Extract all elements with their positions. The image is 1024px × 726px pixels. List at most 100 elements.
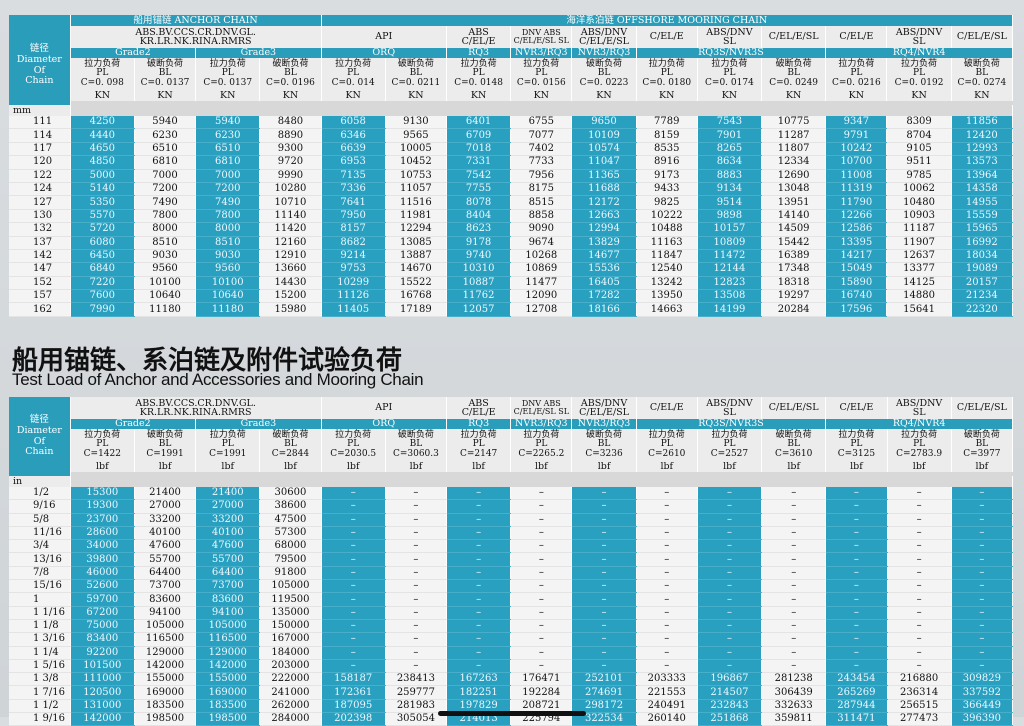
- load-cell: 15980: [259, 302, 322, 317]
- load-cell: –: [385, 632, 448, 647]
- unit-label: KN: [446, 90, 512, 101]
- grade-label: NVR3/RQ3: [571, 48, 637, 58]
- table-row: 130 5570 7800 7800 11140 7950 11981 8404 8858 126…: [9, 209, 1014, 224]
- grade-label: RQ3: [446, 48, 512, 58]
- section-title-chinese: 船用锚链、系泊链及附件试验负荷: [12, 346, 403, 376]
- load-type-label: 破断负荷 BL C=0. 0211: [385, 58, 447, 90]
- load-cell: –: [951, 539, 1014, 554]
- grade-label: Grade3: [195, 419, 322, 429]
- diameter-of-chain-label: 链径 Diameter Of Chain: [9, 26, 71, 105]
- load-cell: 38600: [259, 499, 322, 514]
- load-cell: –: [321, 592, 386, 607]
- load-cell: 11405: [321, 302, 386, 317]
- load-cell: 172361: [321, 685, 386, 700]
- table-row: 111 4250 5940 5940 8480 6058 9130 6401 6755 9650 7…: [9, 116, 1014, 130]
- load-cell: 221553: [636, 685, 698, 700]
- load-cell: 14125: [886, 276, 952, 291]
- load-cell: –: [951, 592, 1014, 607]
- unit-label: lbf: [385, 461, 448, 472]
- load-cell: –: [761, 592, 827, 607]
- load-cell: 10280: [259, 182, 322, 197]
- load-cell: 10480: [886, 195, 952, 210]
- load-cell: 6450: [70, 249, 135, 264]
- load-cell: 7000: [195, 169, 261, 183]
- unit-label: lbf: [446, 461, 512, 472]
- load-cell: 274691: [571, 685, 637, 700]
- diameter-cell: 137: [9, 236, 71, 250]
- load-cell: 142000: [195, 659, 261, 674]
- load-cell: –: [887, 606, 952, 620]
- load-cell: 16992: [951, 236, 1014, 250]
- load-cell: 20284: [761, 302, 827, 317]
- load-type-label: 拉力负荷 PL C=0. 014: [321, 58, 386, 90]
- load-cell: 10903: [886, 209, 952, 224]
- load-cell: 8175: [510, 182, 573, 197]
- load-cell: 12172: [571, 195, 637, 210]
- load-cell: 7733: [510, 155, 573, 170]
- load-cell: –: [321, 487, 386, 501]
- table-row: 7/8 46000 64400 64400 91800– – – – – – – – – – –: [9, 566, 1014, 581]
- load-cell: –: [951, 579, 1014, 594]
- load-cell: 10753: [385, 169, 447, 183]
- table-row: 1 1/8 75000 105000 105000 150000– – – – – – – – – – –: [9, 619, 1014, 634]
- load-type-label: 拉力负荷 PL C=0. 0192: [886, 58, 952, 90]
- load-cell: 9433: [636, 182, 698, 197]
- table-row: 114 4440 6230 6230 8890 6346 9565 6709 7077 10109…: [9, 128, 1014, 143]
- load-cell: –: [697, 539, 763, 554]
- load-cell: 7789: [636, 116, 698, 130]
- load-cell: 73700: [134, 579, 197, 594]
- load-cell: 17348: [761, 262, 827, 277]
- load-cell: –: [761, 619, 827, 634]
- diameter-cell: 1 3/8: [9, 672, 71, 687]
- load-type-label: 拉力负荷 PL C=2147: [446, 429, 512, 461]
- load-cell: 232843: [697, 699, 763, 714]
- load-cell: 8890: [259, 128, 322, 143]
- load-cell: 18034: [951, 249, 1014, 264]
- load-cell: 9134: [697, 182, 763, 197]
- load-cell: –: [761, 539, 827, 554]
- load-cell: –: [385, 487, 448, 501]
- load-cell: 203333: [636, 672, 698, 687]
- load-cell: 15522: [385, 276, 447, 291]
- load-cell: –: [636, 592, 698, 607]
- diameter-cell: 1: [9, 592, 71, 607]
- grade-label: ORQ: [321, 419, 448, 429]
- load-cell: 241000: [259, 685, 322, 700]
- load-type-label: 拉力负荷 PL C=0. 0156: [510, 58, 573, 90]
- load-cell: 4440: [70, 128, 135, 143]
- load-cell: 11516: [385, 195, 447, 210]
- load-cell: 68000: [259, 539, 322, 554]
- load-cell: –: [385, 646, 448, 660]
- load-type-label: 拉力负荷 PL C=0. 098: [70, 58, 135, 90]
- load-cell: –: [385, 566, 448, 581]
- load-cell: –: [510, 566, 573, 581]
- load-cell: 83600: [134, 592, 197, 607]
- load-cell: –: [510, 579, 573, 594]
- load-cell: 129000: [134, 646, 197, 660]
- load-cell: 9791: [825, 128, 888, 143]
- load-cell: 92200: [70, 646, 135, 660]
- load-cell: 13085: [385, 236, 447, 250]
- load-cell: 281983: [385, 699, 448, 714]
- unit-label: lbf: [887, 461, 952, 472]
- load-cell: 14430: [259, 276, 322, 291]
- load-cell: 7641: [321, 195, 386, 210]
- load-cell: –: [321, 606, 386, 620]
- load-cell: –: [571, 632, 637, 647]
- load-cell: –: [825, 632, 888, 647]
- load-cell: 8704: [886, 128, 952, 143]
- load-cell: 11807: [761, 142, 827, 157]
- load-cell: 7018: [446, 142, 512, 157]
- load-cell: 9300: [259, 142, 322, 157]
- diameter-cell: 122: [9, 169, 71, 183]
- load-cell: –: [761, 552, 827, 567]
- load-cell: –: [446, 579, 512, 594]
- load-cell: –: [385, 552, 448, 567]
- load-cell: 260140: [636, 712, 698, 726]
- load-cell: 79500: [259, 552, 322, 567]
- load-cell: –: [385, 539, 448, 554]
- load-type-label: 拉力负荷 PL C=2783.9: [887, 429, 952, 461]
- load-cell: 11163: [636, 236, 698, 250]
- load-cell: 6058: [321, 116, 386, 130]
- load-cell: 13660: [259, 262, 322, 277]
